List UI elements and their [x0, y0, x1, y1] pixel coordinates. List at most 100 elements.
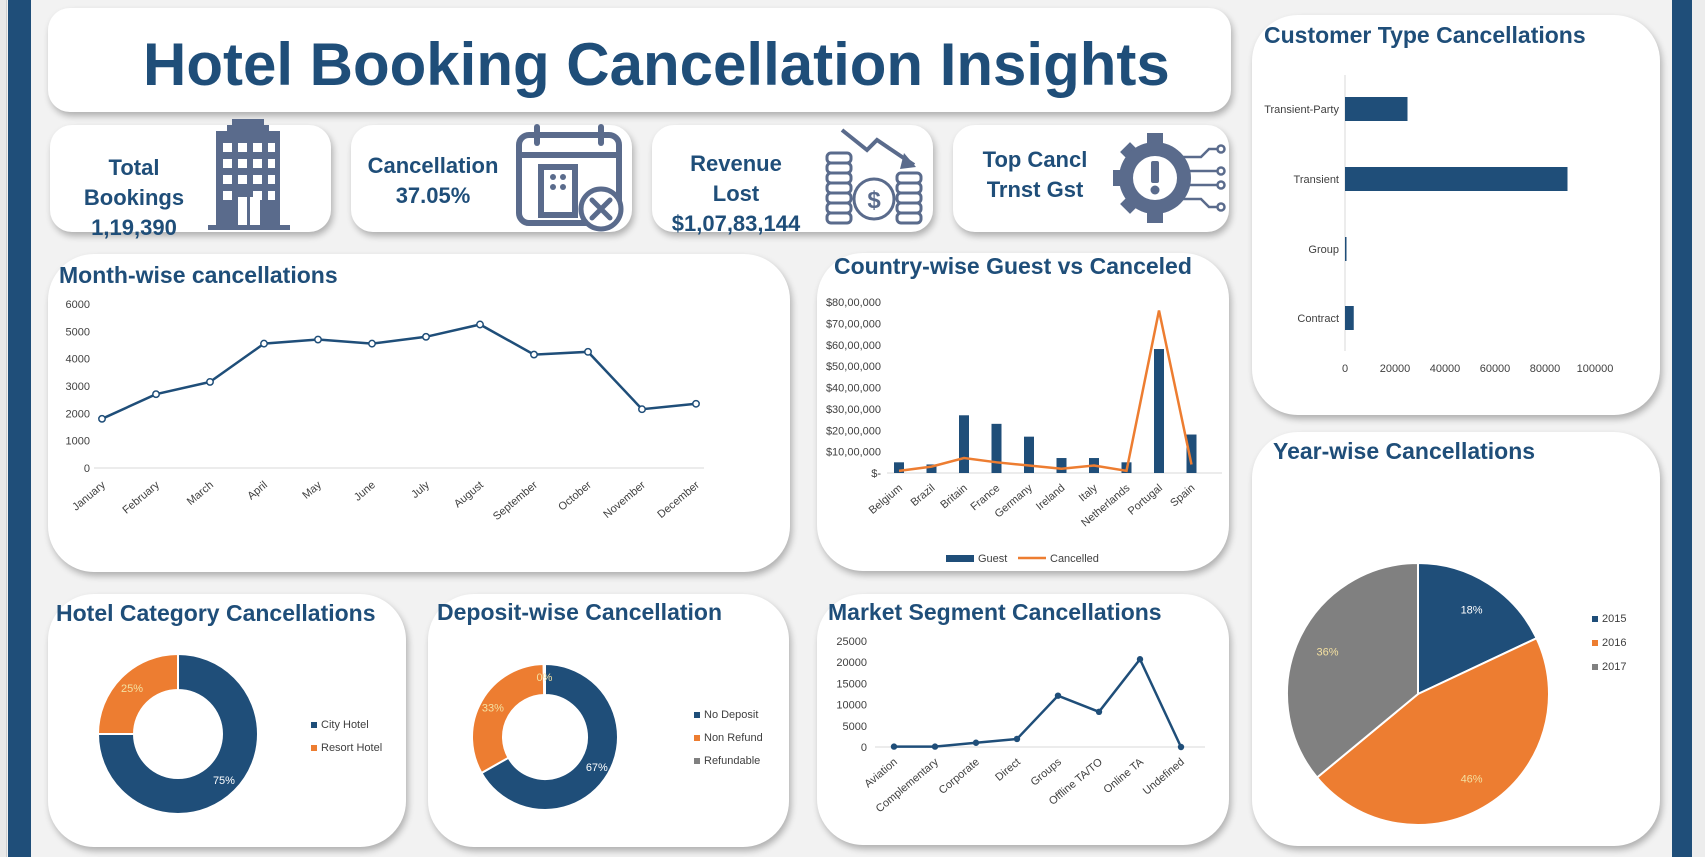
gear-alert-icon — [1113, 133, 1226, 223]
chart-title: Month-wise cancellations — [59, 262, 338, 288]
legend-label: 2016 — [1602, 637, 1626, 649]
bar-guest — [1056, 458, 1067, 473]
x-tick-label: Portugal — [1126, 482, 1165, 518]
x-tick-label: Ireland — [1034, 482, 1067, 513]
x-tick-label: Britain — [938, 482, 970, 511]
customer-bar-chart: Transient-Party Transient Group Contract 0 20… — [1264, 75, 1613, 375]
kpi-block: Revenue Lost $1,07,83,144 — [666, 149, 806, 239]
data-point — [260, 339, 268, 348]
kpi-label: Total Bookings — [83, 155, 185, 210]
x-tick-label: December — [655, 479, 702, 521]
x-tick-label: October — [556, 479, 594, 514]
y-tick-label: Group — [1308, 244, 1339, 256]
y-tick-label: 2000 — [66, 408, 90, 420]
chart-title: Hotel Category Cancellations — [56, 600, 376, 626]
y-tick-label: 10000 — [836, 700, 867, 712]
kpi-label: Revenue Lost — [690, 151, 782, 206]
pie-slice — [1417, 561, 1538, 696]
data-point — [1177, 743, 1185, 751]
slice-value-label: 46% — [1461, 773, 1483, 785]
legend-label: Non Refund — [704, 732, 763, 744]
pie-slice — [96, 652, 179, 735]
slice-value-label: 67% — [586, 762, 608, 774]
chart-title: Customer Type Cancellations — [1264, 22, 1586, 48]
y-tick-label: $60,00,000 — [826, 340, 881, 352]
x-tick-label: July — [409, 479, 432, 501]
y-tick-label: Transient-Party — [1264, 104, 1339, 116]
chart-title: Year-wise Cancellations — [1273, 438, 1536, 464]
year-chart-card: Year-wise Cancellations 18% 46% 36% 2015 201… — [1252, 432, 1660, 846]
data-point — [638, 405, 646, 414]
svg-text:$: $ — [867, 187, 881, 214]
scrollbar[interactable] — [1692, 0, 1705, 857]
x-tick-label: September — [491, 479, 540, 523]
bar-customer-type — [1345, 167, 1568, 191]
data-point — [476, 320, 484, 329]
x-tick-label: 80000 — [1530, 363, 1561, 375]
kpi-card-total-bookings: Total Bookings 1,19,390 — [50, 119, 331, 240]
y-tick-label: 0 — [84, 463, 90, 475]
x-tick-label: Groups — [1029, 756, 1065, 789]
dashboard-title: Hotel Booking Cancellation Insights — [143, 31, 1170, 98]
x-tick-label: January — [70, 479, 108, 514]
data-point — [1095, 708, 1103, 716]
x-tick-label: Belgium — [867, 482, 905, 517]
legend-swatch — [1592, 664, 1598, 670]
left-accent-bar — [8, 0, 31, 857]
x-tick-label: Aviation — [862, 756, 900, 790]
kpi-value: Trnst Gst — [986, 177, 1084, 202]
legend-swatch — [694, 758, 700, 764]
data-point — [584, 347, 592, 356]
data-point — [152, 390, 160, 399]
pie-slice — [96, 652, 259, 815]
chart-title: Deposit-wise Cancellation — [437, 599, 723, 625]
y-tick-label: $30,00,000 — [826, 404, 881, 416]
x-tick-label: Spain — [1168, 482, 1197, 509]
x-tick-label: 20000 — [1380, 363, 1411, 375]
legend-label-guest: Guest — [978, 553, 1007, 565]
x-tick-label: March — [185, 479, 216, 508]
y-tick-label: Contract — [1297, 313, 1339, 325]
kpi-block: Total Bookings 1,19,390 — [64, 153, 204, 243]
data-point — [1013, 735, 1021, 743]
pie-slice — [480, 662, 619, 811]
bar-customer-type — [1345, 237, 1347, 261]
hotel-chart-card: Hotel Category Cancellations 75% 25% City … — [48, 594, 406, 847]
y-tick-label: $50,00,000 — [826, 361, 881, 373]
hotel-donut-chart: 75% 25% City Hotel Resort Hotel — [96, 652, 382, 815]
slice-value-label: 75% — [213, 775, 235, 787]
legend-label-cancelled: Cancelled — [1050, 553, 1099, 565]
legend-swatch — [694, 735, 700, 741]
kpi-card-revenue-lost: Revenue Lost $1,07,83,144 $ — [652, 125, 933, 236]
title-card: Hotel Booking Cancellation Insights — [48, 8, 1231, 112]
month-chart-card: Month-wise cancellations 0 1000 2000 3000 40… — [48, 254, 790, 572]
legend-swatch — [694, 712, 700, 718]
money-down-icon: $ — [825, 128, 923, 225]
data-point — [206, 377, 214, 386]
data-point — [1136, 656, 1144, 663]
calendar-cancel-icon — [516, 124, 624, 232]
kpi-block: Cancellation 37.05% — [363, 151, 503, 211]
chart-title: Country-wise Guest vs Canceled — [834, 253, 1192, 279]
pie-slice — [1315, 636, 1550, 826]
slice-value-label: 18% — [1461, 605, 1483, 617]
legend-label: No Deposit — [704, 709, 758, 721]
kpi-card-cancellation: Cancellation 37.05% — [351, 124, 632, 232]
y-tick-label: $10,00,000 — [826, 447, 881, 459]
y-tick-label: Transient — [1294, 174, 1339, 186]
slice-value-label: 0% — [536, 672, 552, 684]
year-pie-chart: 18% 46% 36% 2015 2016 2017 — [1286, 561, 1626, 826]
data-point — [692, 399, 700, 408]
x-tick-label: May — [300, 479, 324, 502]
customer-chart-card: Customer Type Cancellations Transient-Pa… — [1252, 15, 1660, 415]
legend-swatch — [311, 722, 317, 728]
month-line-chart: 0 1000 2000 3000 4000 5000 6000 January February… — [66, 299, 704, 523]
y-tick-label: 0 — [861, 742, 867, 754]
legend-swatch — [311, 745, 317, 751]
y-tick-label: 3000 — [66, 381, 90, 393]
series-line — [894, 656, 1183, 748]
kpi-value: 37.05% — [395, 183, 471, 208]
bar-guest — [926, 464, 937, 473]
legend-label: 2015 — [1602, 613, 1626, 625]
x-tick-label: Online TA — [1102, 756, 1147, 796]
